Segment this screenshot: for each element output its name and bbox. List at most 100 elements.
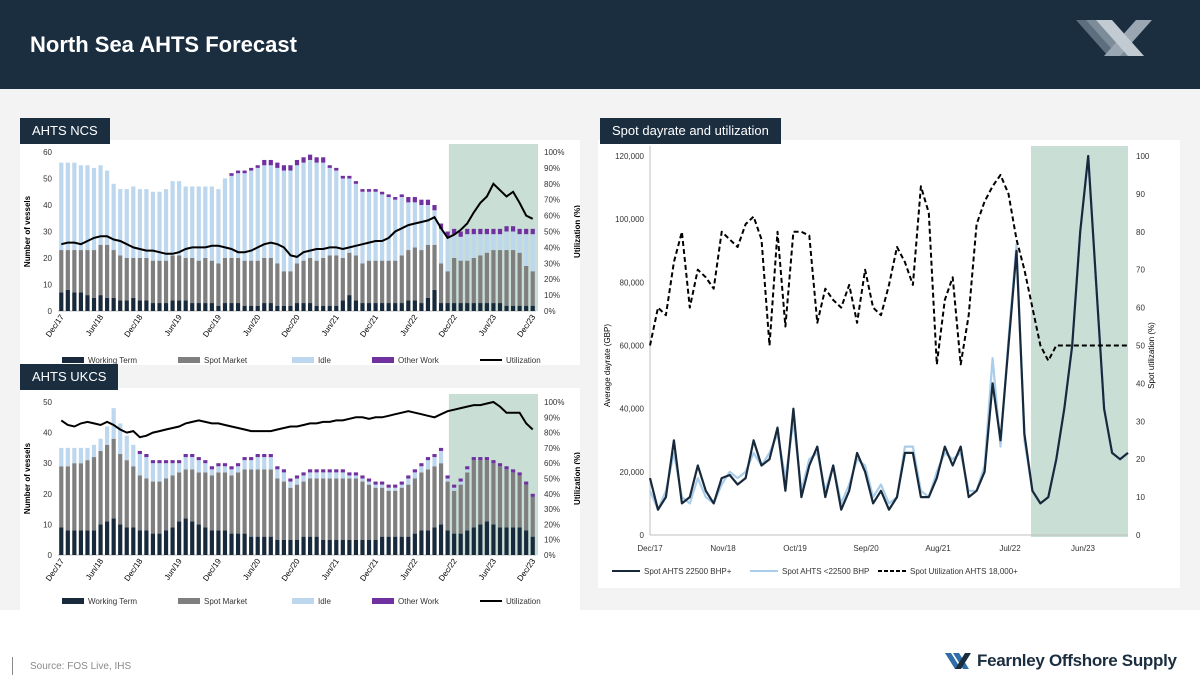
bar-working-term <box>432 527 437 555</box>
bar-idle <box>150 191 156 261</box>
bar-other-work <box>399 481 404 485</box>
bar-working-term <box>497 527 503 555</box>
bar-working-term <box>131 527 136 555</box>
y-tick-label: 50 <box>43 398 52 407</box>
bar-idle <box>98 438 103 451</box>
y2-tick-label: 60% <box>544 459 560 468</box>
bar-other-work <box>281 469 286 473</box>
bar-working-term <box>484 303 489 311</box>
bar-working-term <box>59 527 64 555</box>
bar-working-term <box>235 533 241 555</box>
bar-other-work <box>425 199 431 205</box>
bar-idle <box>308 159 313 258</box>
bar-working-term <box>419 303 424 311</box>
bar-idle <box>65 447 70 467</box>
bar-other-work <box>386 194 391 198</box>
bar-spot-market <box>517 252 522 306</box>
bar-idle <box>91 167 97 251</box>
bar-idle <box>419 205 424 251</box>
bar-spot-market <box>163 478 169 531</box>
bar-working-term <box>216 530 221 555</box>
bar-other-work <box>524 228 529 235</box>
bar-spot-market <box>137 258 142 301</box>
bar-idle <box>452 487 457 491</box>
y-tick-label: 20 <box>43 490 52 499</box>
bar-other-work <box>366 189 372 192</box>
bar-spot-market <box>294 484 300 540</box>
bar-spot-market <box>281 271 286 306</box>
bar-spot-market <box>229 258 234 304</box>
bar-working-term <box>131 297 136 311</box>
bar-other-work <box>275 162 280 168</box>
bar-working-term <box>419 530 424 555</box>
bar-working-term <box>229 533 234 555</box>
bar-idle <box>399 484 404 488</box>
bar-working-term <box>347 539 352 555</box>
bar-working-term <box>157 533 162 555</box>
bar-working-term <box>347 295 352 311</box>
bar-idle <box>163 463 169 479</box>
bar-other-work <box>249 457 254 461</box>
bar-idle <box>262 457 267 470</box>
bar-spot-market <box>419 472 424 531</box>
x-tick-label: Dec/23 <box>515 557 537 583</box>
y2-tick-label: 40% <box>544 243 560 252</box>
bar-working-term <box>294 539 300 555</box>
bar-working-term <box>406 300 411 311</box>
bar-working-term <box>393 303 398 311</box>
bar-working-term <box>491 524 496 555</box>
bar-idle <box>170 181 175 256</box>
bar-idle <box>137 454 142 476</box>
bar-spot-market <box>163 260 169 304</box>
bar-working-term <box>78 292 84 311</box>
bar-working-term <box>465 530 470 555</box>
bar-working-term <box>124 527 129 555</box>
bar-working-term <box>216 305 221 311</box>
bar-idle <box>268 457 273 470</box>
bar-idle <box>288 481 293 488</box>
bar-working-term <box>242 533 247 555</box>
bar-spot-market <box>131 466 136 528</box>
bar-other-work <box>471 457 476 461</box>
y2-tick-label: 90% <box>544 164 560 173</box>
bar-working-term <box>111 518 116 555</box>
bar-spot-market <box>98 244 103 296</box>
bar-other-work <box>478 228 483 235</box>
legend-label-spot-ahts-22500-bhp: Spot AHTS <22500 BHP <box>782 567 869 576</box>
bar-spot-market <box>118 255 123 301</box>
bar-other-work <box>412 197 417 203</box>
bar-idle <box>412 472 417 479</box>
bar-idle <box>294 165 300 264</box>
bar-other-work <box>242 457 247 461</box>
bar-working-term <box>314 536 319 555</box>
bar-spot-market <box>366 484 372 540</box>
bar-spot-market <box>491 463 496 525</box>
bar-working-term <box>150 303 156 311</box>
bar-idle <box>98 165 103 245</box>
bar-other-work <box>294 475 300 479</box>
bar-idle <box>373 484 378 488</box>
bar-working-term <box>452 533 457 555</box>
y2-axis-label: Spot utilization (%) <box>1147 322 1156 389</box>
bar-idle <box>177 181 182 256</box>
bar-idle <box>170 463 175 476</box>
bar-spot-market <box>157 481 162 534</box>
x-tick-label: Jul/22 <box>999 544 1021 553</box>
bar-idle <box>268 165 273 258</box>
bar-other-work <box>432 205 437 211</box>
bar-working-term <box>163 303 169 311</box>
bar-idle <box>242 173 247 261</box>
bar-idle <box>275 167 280 264</box>
bar-other-work <box>314 157 319 163</box>
bar-idle <box>373 191 378 261</box>
bar-other-work <box>432 454 437 458</box>
bar-working-term <box>465 303 470 311</box>
bar-working-term <box>190 303 195 311</box>
bar-idle <box>360 478 365 482</box>
bar-idle <box>209 186 214 261</box>
bar-other-work <box>380 191 385 195</box>
series-line-spot-utilization-ahts-18-000 <box>649 173 1128 366</box>
bar-spot-market <box>301 260 306 304</box>
bar-idle <box>216 466 221 473</box>
bar-working-term <box>262 303 267 311</box>
